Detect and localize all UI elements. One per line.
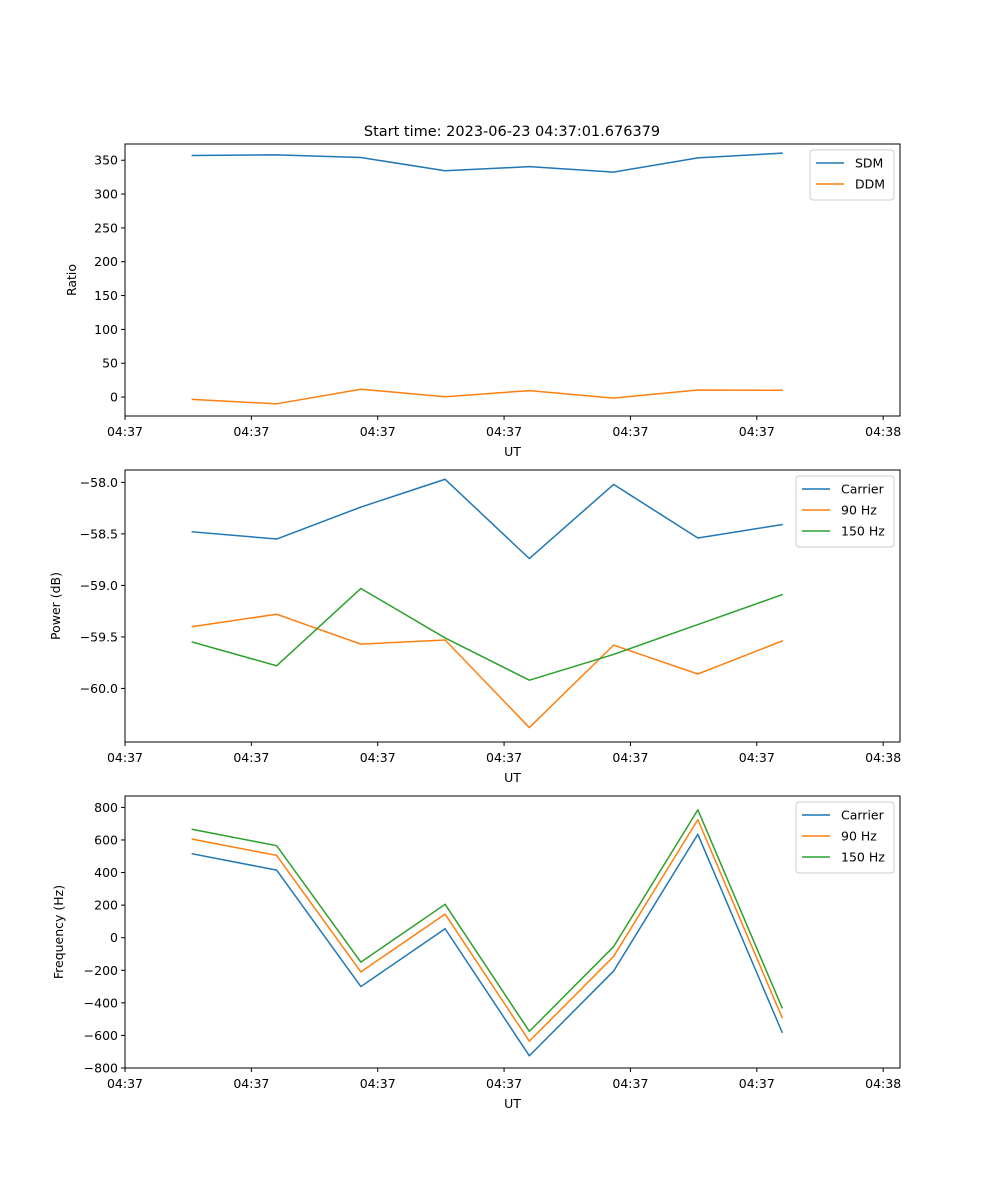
frequency-y-tick-label: 400: [94, 865, 118, 880]
frequency-series-90-hz-line: [191, 818, 784, 1042]
frequency-y-tick-label: −600: [84, 1028, 118, 1043]
ratio-series-sdm-line: [191, 152, 783, 173]
frequency-x-tick-label: 04:38: [865, 1076, 901, 1091]
frequency-series-carrier-line: [191, 833, 784, 1057]
power-axes-frame: [124, 469, 901, 743]
ratio-legend: SDM DDM: [809, 149, 895, 201]
subplots: 04:37 04:37 04:37 04:37 04:37 04:37 04:38 0 50 10…: [48, 143, 901, 1111]
frequency-y-tick-label: 600: [94, 832, 118, 847]
frequency-x-tick-label: 04:37: [360, 1076, 396, 1091]
frequency-legend-box: [795, 801, 895, 874]
ratio-x-tick-label: 04:37: [233, 424, 269, 439]
frequency-legend-label: 150 Hz: [841, 850, 885, 865]
power-series-150-hz-line: [191, 587, 784, 681]
power-series-carrier-line: [191, 478, 783, 560]
power-y-tick-label: −60.0: [80, 681, 118, 696]
ratio-series-ddm-line: [191, 388, 783, 405]
power-x-tick-label: 04:37: [107, 750, 143, 765]
ratio-y-tick-label: 0: [110, 390, 118, 405]
ratio-legend-label: DDM: [855, 177, 885, 192]
power-series-90-hz-line: [191, 613, 784, 729]
frequency-y-tick-label: −200: [84, 963, 118, 978]
frequency-x-axis-label: UT: [504, 1096, 521, 1111]
ratio-x-tick-label: 04:37: [360, 424, 396, 439]
frequency-x-tick-label: 04:37: [107, 1076, 143, 1091]
ratio-x-tick-label: 04:37: [739, 424, 775, 439]
frequency-panel: 04:37 04:37 04:37 04:37 04:37 04:37 04:38 −800 −…: [51, 795, 901, 1111]
power-y-tick-label: −59.5: [80, 629, 118, 644]
power-x-axis-label: UT: [504, 770, 521, 785]
power-y-tick-label: −58.0: [80, 475, 118, 490]
ratio-y-tick-label: 250: [94, 220, 118, 235]
ratio-y-tick-label: 100: [94, 322, 118, 337]
power-panel: 04:37 04:37 04:37 04:37 04:37 04:37 04:38 −60.0…: [48, 469, 901, 785]
power-y-axis-label: Power (dB): [48, 572, 63, 640]
frequency-series-150-hz-line: [191, 809, 784, 1033]
ratio-y-tick-label: 150: [94, 288, 118, 303]
ratio-y-tick-label: 200: [94, 254, 118, 269]
power-x-tick-label: 04:37: [612, 750, 648, 765]
ratio-y-axis-label: Ratio: [64, 264, 79, 296]
ratio-axes-frame: [124, 143, 901, 417]
ratio-x-tick-label: 04:37: [486, 424, 522, 439]
ratio-x-tick-label: 04:38: [865, 424, 901, 439]
frequency-y-axis-label: Frequency (Hz): [51, 885, 66, 979]
power-y-tick-label: −58.5: [80, 526, 118, 541]
power-legend-label: Carrier: [841, 482, 885, 497]
ratio-x-tick-label: 04:37: [612, 424, 648, 439]
power-x-tick-label: 04:37: [360, 750, 396, 765]
frequency-y-tick-label: 800: [94, 800, 118, 815]
frequency-legend: Carrier 90 Hz 150 Hz: [795, 801, 895, 874]
power-x-tick-label: 04:37: [233, 750, 269, 765]
frequency-legend-label: Carrier: [841, 808, 885, 823]
frequency-y-tick-label: 0: [110, 930, 118, 945]
power-y-tick-label: −59.0: [80, 578, 118, 593]
frequency-y-tick-label: 200: [94, 898, 118, 913]
power-legend: Carrier 90 Hz 150 Hz: [795, 475, 895, 548]
power-legend-label: 90 Hz: [841, 503, 877, 518]
figure-title: Start time: 2023-06-23 04:37:01.676379: [364, 124, 660, 140]
ratio-legend-label: SDM: [855, 156, 883, 171]
frequency-legend-label: 90 Hz: [841, 829, 877, 844]
ratio-panel: 04:37 04:37 04:37 04:37 04:37 04:37 04:38 0 50 10…: [64, 143, 901, 459]
frequency-x-tick-label: 04:37: [739, 1076, 775, 1091]
ratio-y-tick-label: 300: [94, 187, 118, 202]
frequency-y-tick-label: −400: [84, 995, 118, 1010]
ratio-y-tick-label: 350: [94, 153, 118, 168]
power-legend-label: 150 Hz: [841, 524, 885, 539]
frequency-x-tick-label: 04:37: [612, 1076, 648, 1091]
frequency-axes-frame: [124, 795, 901, 1069]
frequency-x-tick-label: 04:37: [486, 1076, 522, 1091]
ratio-y-tick-label: 50: [102, 356, 118, 371]
ratio-x-tick-label: 04:37: [107, 424, 143, 439]
frequency-y-tick-label: −800: [84, 1061, 118, 1076]
power-x-tick-label: 04:37: [739, 750, 775, 765]
power-x-tick-label: 04:37: [486, 750, 522, 765]
power-legend-box: [795, 475, 895, 548]
frequency-x-tick-label: 04:37: [233, 1076, 269, 1091]
ratio-x-axis-label: UT: [504, 444, 521, 459]
power-x-tick-label: 04:38: [865, 750, 901, 765]
